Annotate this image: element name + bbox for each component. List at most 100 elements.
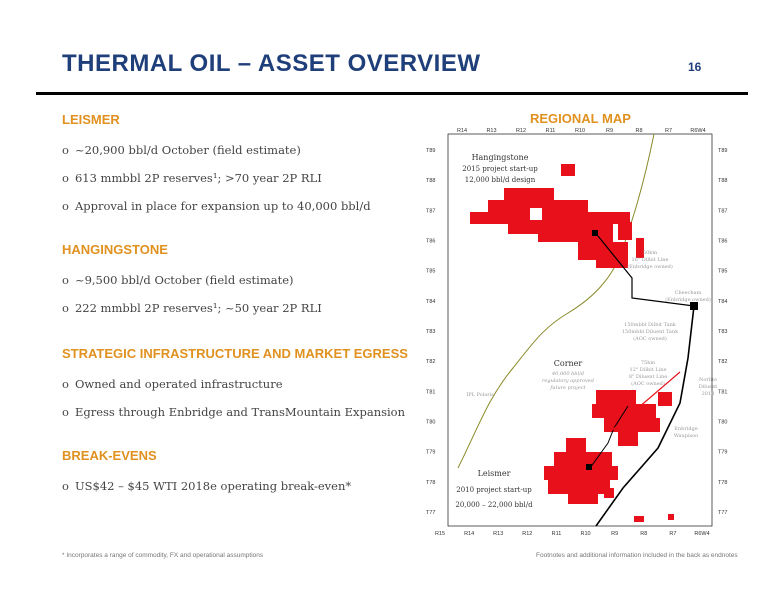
pipeline-12-3: 8" Diluent Line xyxy=(629,374,667,380)
tleft-3: T86 xyxy=(426,239,435,245)
norlite-1: Norlite xyxy=(699,377,717,383)
tleft-9: T80 xyxy=(426,420,435,426)
page-title: THERMAL OIL – ASSET OVERVIEW xyxy=(62,50,481,77)
footnote-right: Footnotes and additional information inc… xyxy=(536,552,738,559)
norlite-2: Diluent xyxy=(699,384,718,390)
page-number: 16 xyxy=(688,60,702,74)
dilbit-line-12 xyxy=(609,371,681,433)
bullet-leismer-production: o ~20,900 bbl/d October (field estimate) xyxy=(62,143,301,157)
leismer-label: Leismer xyxy=(478,469,511,478)
tright-6: T83 xyxy=(718,329,727,335)
bullet-infrastructure-egress: o Egress through Enbridge and TransMounta… xyxy=(62,405,406,419)
rbot-9: R6W4 xyxy=(694,531,709,537)
tright-10: T79 xyxy=(718,450,727,456)
section-heading-hangingstone: HANGINGSTONE xyxy=(62,242,168,257)
hangingstone-label: Hangingstone xyxy=(472,153,529,162)
section-heading-breakevens: BREAK-EVENS xyxy=(62,448,157,463)
rbot-5: R10 xyxy=(581,531,591,537)
bullet-hangingstone-reserves: o 222 mmbbl 2P reserves¹; ~50 year 2P RLI xyxy=(62,301,322,315)
cheecham-1: Cheecham xyxy=(675,290,702,296)
tanks-3: (AOC owned) xyxy=(633,335,667,342)
rtop-3: R11 xyxy=(546,128,556,134)
rbot-6: R9 xyxy=(611,531,618,537)
tleft-2: T87 xyxy=(426,208,435,214)
tright-9: T80 xyxy=(718,420,727,426)
tleft-1: T88 xyxy=(426,178,435,184)
pipeline-16-3: (Enbridge owned) xyxy=(627,263,673,270)
tright-4: T85 xyxy=(718,269,727,275)
rbot-3: R12 xyxy=(522,531,532,537)
corner-line3: future project xyxy=(549,385,586,391)
tleft-0: T89 xyxy=(426,148,435,154)
pipeline-16-1: 50km xyxy=(643,250,657,256)
footnote-left: * Incorporates a range of commodity, FX … xyxy=(62,552,264,559)
tright-3: T86 xyxy=(718,239,727,245)
cheecham-2: (Enbridge owned) xyxy=(665,296,711,303)
pipeline-12-2: 12" Dilbit Line xyxy=(630,367,667,373)
ipl-polaris-label: IPL Polaris xyxy=(466,392,494,398)
rbot-0: R15 xyxy=(435,531,445,537)
leismer-line1: 2010 project start-up xyxy=(456,486,532,494)
tleft-5: T84 xyxy=(426,299,435,305)
cheecham-terminal xyxy=(690,302,698,310)
leismer-line2: 20,000 – 22,000 bbl/d xyxy=(455,501,533,509)
tleft-7: T82 xyxy=(426,359,435,365)
hangingstone-line1: 2015 project start-up xyxy=(462,165,538,173)
tleft-10: T79 xyxy=(426,450,435,456)
rtop-7: R7 xyxy=(665,128,672,134)
rtop-4: R10 xyxy=(575,128,585,134)
regional-map: R14 R13 R12 R11 R10 R9 R8 R7 R6W4 R15 R14 R13 R12 R1… xyxy=(426,128,727,537)
pipeline-16-2: 16" Dilbit Line xyxy=(632,257,669,263)
tleft-4: T85 xyxy=(426,269,435,275)
rtop-8: R6W4 xyxy=(690,128,705,134)
section-heading-infrastructure: STRATEGIC INFRASTRUCTURE AND MARKET EGRE… xyxy=(62,346,408,361)
hangingstone-facility xyxy=(592,230,598,236)
tleft-8: T81 xyxy=(426,389,435,395)
rbot-8: R7 xyxy=(669,531,676,537)
tleft-11: T78 xyxy=(426,480,435,486)
pipeline-12-1: 75km xyxy=(641,360,655,366)
section-heading-leismer: LEISMER xyxy=(62,112,120,127)
corner-line1: 40,000 bbl/d xyxy=(551,371,584,377)
range-labels-bottom: R15 R14 R13 R12 R11 R10 R9 R8 R7 R6W4 xyxy=(435,531,710,537)
leismer-facility xyxy=(586,464,592,470)
pipeline-12-4: (AOC owned) xyxy=(631,380,665,387)
township-labels-right: T89 T88 T87 T86 T85 T84 T83 T82 T81 T80 T79 T78 T77 xyxy=(718,148,727,516)
hangingstone-line2: 12,000 bbl/d design xyxy=(465,176,536,184)
tright-0: T89 xyxy=(718,148,727,154)
township-labels-left: T89 T88 T87 T86 T85 T84 T83 T82 T81 T80 T79 T78 T77 xyxy=(426,148,435,516)
map-title: REGIONAL MAP xyxy=(530,111,631,126)
tright-8: T81 xyxy=(718,389,727,395)
rtop-2: R12 xyxy=(516,128,526,134)
tright-7: T82 xyxy=(718,359,727,365)
tright-1: T88 xyxy=(718,178,727,184)
norlite-3: 2018 xyxy=(702,391,715,397)
bullet-leismer-reserves: o 613 mmbbl 2P reserves¹; >70 year 2P RLI xyxy=(62,171,322,185)
road-highway xyxy=(457,133,655,469)
rtop-6: R8 xyxy=(635,128,642,134)
tleft-12: T77 xyxy=(426,510,435,516)
waupisoo-1: Enbridge xyxy=(674,426,697,432)
title-divider xyxy=(36,92,748,95)
rtop-5: R9 xyxy=(606,128,613,134)
tleft-6: T83 xyxy=(426,329,435,335)
tright-11: T78 xyxy=(718,480,727,486)
range-labels-top: R14 R13 R12 R11 R10 R9 R8 R7 R6W4 xyxy=(457,128,706,134)
rtop-0: R14 xyxy=(457,128,467,134)
rbot-4: R11 xyxy=(552,531,562,537)
tanks-1: 150mbbl Dilbit Tank xyxy=(624,322,677,328)
bullet-infrastructure-owned: o Owned and operated infrastructure xyxy=(62,377,283,391)
tright-5: T84 xyxy=(718,299,727,305)
leismer-lease xyxy=(544,438,618,504)
tright-2: T87 xyxy=(718,208,727,214)
tright-12: T77 xyxy=(718,510,727,516)
rbot-1: R14 xyxy=(464,531,474,537)
rbot-2: R13 xyxy=(493,531,503,537)
bullet-breakeven: o US$42 – $45 WTI 2018e operating break-e… xyxy=(62,479,352,493)
rbot-7: R8 xyxy=(640,531,647,537)
pipelines xyxy=(589,235,695,527)
waupisoo-2: Waupisoo xyxy=(674,433,698,439)
bullet-hangingstone-production: o ~9,500 bbl/d October (field estimate) xyxy=(62,273,294,287)
bullet-leismer-approval: o Approval in place for expansion up to 4… xyxy=(62,199,371,213)
rtop-1: R13 xyxy=(486,128,496,134)
